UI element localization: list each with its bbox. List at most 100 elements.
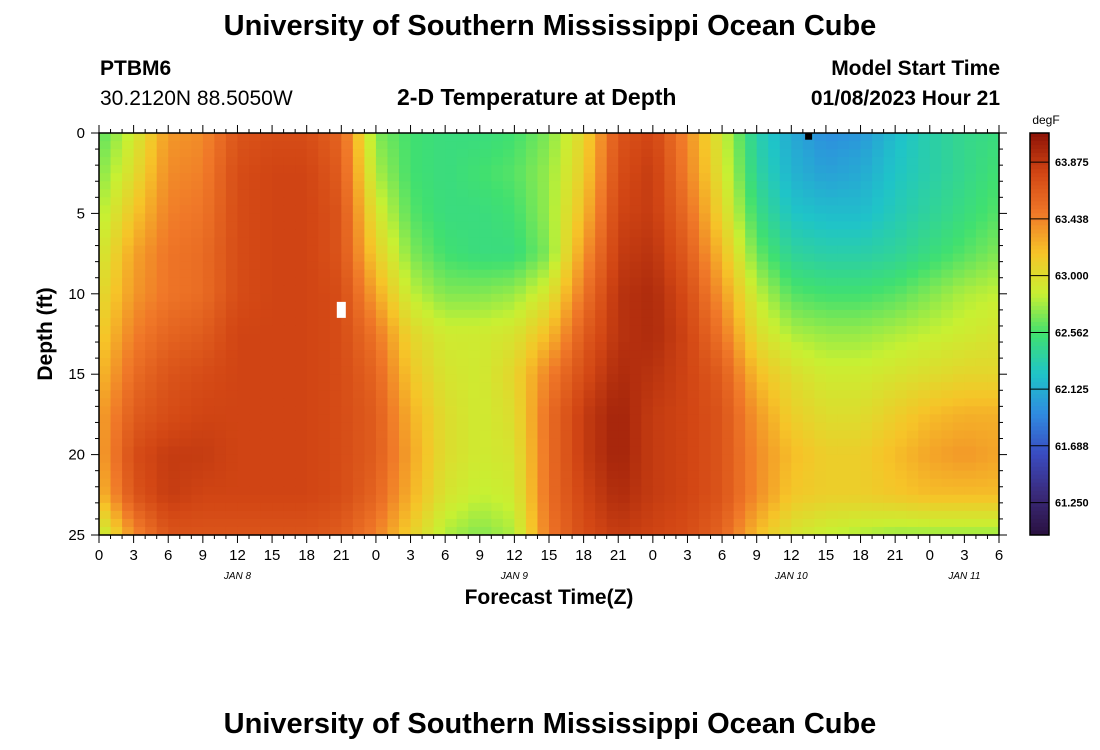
heatmap-cell [814, 269, 827, 279]
heatmap-cell [387, 510, 400, 520]
heatmap-cell [329, 494, 342, 504]
heatmap-cell [814, 478, 827, 488]
heatmap-cell [352, 462, 365, 472]
heatmap-cell [479, 382, 492, 391]
heatmap-cell [675, 462, 689, 472]
heatmap-cell [145, 374, 158, 383]
heatmap-cell [722, 526, 735, 536]
heatmap-cell [652, 526, 665, 536]
heatmap-cell [687, 342, 700, 351]
heatmap-cell [479, 213, 492, 223]
heatmap-cell [502, 494, 515, 504]
heatmap-cell [502, 325, 515, 335]
heatmap-cell [572, 470, 585, 480]
heatmap-cell [825, 430, 839, 440]
heatmap-cell [722, 317, 735, 327]
heatmap-cell [225, 342, 239, 351]
heatmap-cell [272, 205, 285, 214]
heatmap-cell [733, 438, 746, 448]
heatmap-cell [952, 277, 965, 287]
heatmap-cell [975, 149, 989, 158]
heatmap-cell [941, 342, 954, 351]
heatmap-cell [329, 446, 342, 456]
heatmap-cell [745, 149, 758, 158]
heatmap-cell [260, 382, 273, 391]
heatmap-cell [825, 133, 839, 142]
heatmap-cell [987, 141, 1000, 150]
heatmap-cell [825, 325, 839, 335]
heatmap-cell [375, 141, 389, 150]
heatmap-cell [306, 293, 319, 303]
heatmap-cell [318, 269, 331, 279]
heatmap-cell [502, 382, 515, 391]
heatmap-cell [110, 438, 123, 448]
heatmap-cell [514, 293, 527, 303]
heatmap-cell [433, 494, 446, 504]
heatmap-cell [664, 478, 677, 488]
heatmap-cell [791, 133, 804, 142]
heatmap-cell [191, 390, 204, 399]
heatmap-cell [929, 221, 942, 231]
heatmap-cell [387, 430, 400, 440]
heatmap-cell [560, 510, 573, 520]
heatmap-cell [710, 141, 723, 150]
heatmap-cell [491, 269, 504, 279]
heatmap-cell [318, 205, 331, 214]
heatmap-cell [295, 277, 308, 287]
heatmap-cell [652, 189, 665, 198]
heatmap-cell [225, 253, 239, 263]
heatmap-cell [941, 478, 954, 488]
heatmap-cell [479, 301, 492, 311]
heatmap-cell [941, 285, 954, 295]
heatmap-cell [445, 245, 458, 255]
heatmap-cell [929, 462, 942, 472]
heatmap-cell [745, 301, 758, 311]
heatmap-cell [929, 157, 942, 166]
heatmap-cell [260, 502, 273, 512]
heatmap-cell [249, 309, 262, 319]
heatmap-cell [306, 414, 319, 424]
heatmap-cell [491, 165, 504, 174]
heatmap-cell [549, 293, 562, 303]
heatmap-cell [445, 454, 458, 464]
heatmap-cell [618, 398, 631, 407]
heatmap-cell [825, 149, 839, 158]
heatmap-cell [745, 277, 758, 287]
heatmap-cell [975, 478, 989, 488]
heatmap-cell [214, 478, 227, 488]
heatmap-cell [652, 277, 665, 287]
heatmap-cell [110, 261, 123, 271]
heatmap-cell [318, 285, 331, 295]
heatmap-cell [860, 358, 873, 367]
heatmap-cell [918, 438, 931, 448]
heatmap-cell [514, 414, 527, 424]
heatmap-cell [802, 494, 815, 504]
heatmap-cell [779, 245, 792, 255]
heatmap-cell [629, 157, 642, 166]
heatmap-cell [906, 229, 919, 239]
heatmap-cell [133, 414, 146, 424]
heatmap-cell [352, 470, 365, 480]
heatmap-cell [341, 261, 354, 271]
heatmap-cell [641, 165, 654, 174]
heatmap-cell [410, 293, 423, 303]
heatmap-cell [99, 141, 112, 150]
heatmap-cell [399, 350, 412, 359]
heatmap-cell [410, 165, 423, 174]
heatmap-cell [583, 213, 596, 223]
heatmap-cell [975, 285, 989, 295]
heatmap-cell [779, 253, 792, 263]
heatmap-cell [675, 350, 689, 359]
heatmap-cell [537, 285, 550, 295]
heatmap-cell [283, 510, 296, 520]
heatmap-cell [745, 406, 758, 415]
heatmap-cell [975, 366, 989, 375]
x-tick-label: 6 [995, 547, 1003, 564]
heatmap-cell [387, 213, 400, 223]
colorbar-segment [1030, 257, 1049, 263]
heatmap-cell [675, 390, 689, 399]
heatmap-cell [975, 245, 989, 255]
heatmap-cell [883, 237, 896, 247]
heatmap-cell [860, 181, 873, 190]
heatmap-cell [283, 181, 296, 190]
